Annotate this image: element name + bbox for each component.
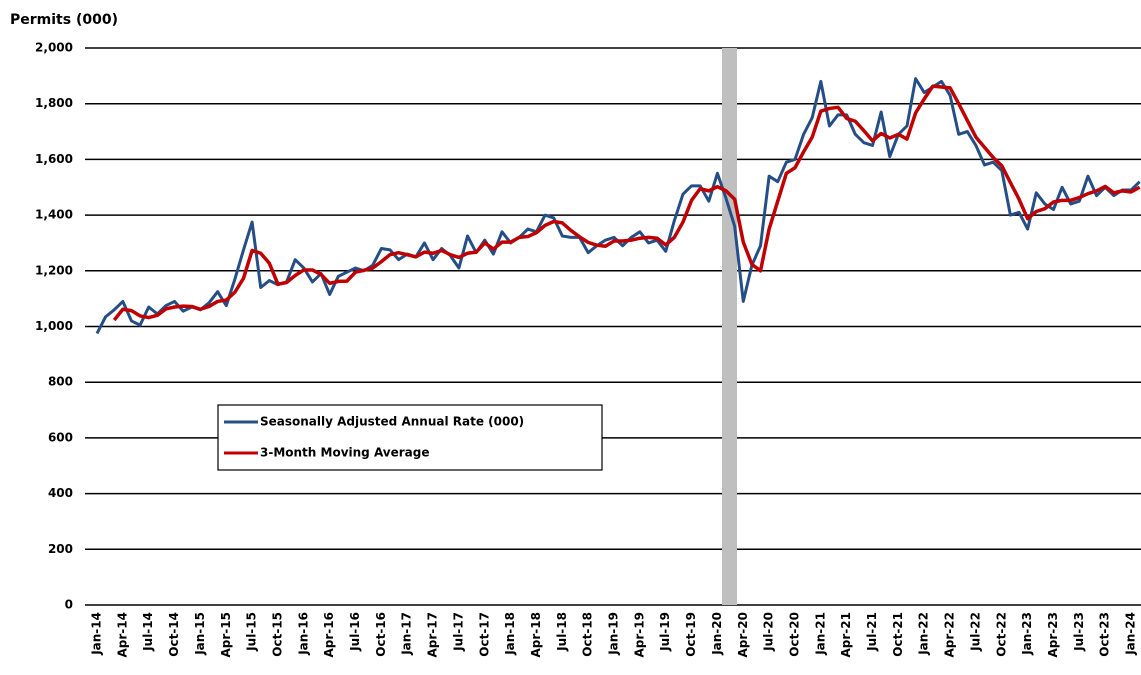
x-tick-label: Apr-20 bbox=[736, 612, 750, 657]
x-tick-label: Jan-22 bbox=[917, 612, 931, 656]
y-tick-label: 1,400 bbox=[35, 208, 73, 222]
x-tick-label: Oct-16 bbox=[374, 612, 388, 657]
x-tick-label: Jul-16 bbox=[348, 612, 362, 652]
x-tick-label: Jul-22 bbox=[968, 612, 982, 652]
x-tick-label: Jul-21 bbox=[865, 612, 879, 652]
x-tick-label: Apr-22 bbox=[943, 612, 957, 657]
x-tick-label: Jan-19 bbox=[607, 612, 621, 656]
x-tick-label: Apr-16 bbox=[322, 612, 336, 657]
y-tick-label: 400 bbox=[48, 486, 73, 500]
x-tick-label: Oct-20 bbox=[787, 612, 801, 657]
x-tick-label: Jul-14 bbox=[141, 612, 155, 652]
x-tick-label: Jan-15 bbox=[193, 612, 207, 656]
y-tick-label: 1,600 bbox=[35, 152, 73, 166]
recession-shading bbox=[722, 48, 737, 605]
x-tick-label: Jul-19 bbox=[658, 612, 672, 652]
legend-box bbox=[217, 404, 603, 471]
x-tick-label: Jul-17 bbox=[451, 612, 465, 652]
x-tick-label: Oct-19 bbox=[684, 612, 698, 657]
x-tick-label: Apr-19 bbox=[632, 612, 646, 657]
x-tick-label: Apr-18 bbox=[529, 612, 543, 657]
x-tick-label: Jul-20 bbox=[762, 612, 776, 652]
x-tick-label: Oct-22 bbox=[994, 612, 1008, 657]
x-tick-label: Jan-16 bbox=[296, 612, 310, 656]
data-line bbox=[112, 84, 1141, 322]
x-tick-label: Jan-24 bbox=[1124, 612, 1138, 656]
x-tick-label: Oct-18 bbox=[581, 612, 595, 657]
x-tick-label: Jan-20 bbox=[710, 612, 724, 656]
x-tick-label: Jan-17 bbox=[400, 612, 414, 656]
legend: Seasonally Adjusted Annual Rate (000) 3-M… bbox=[217, 404, 603, 471]
x-tick-label: Apr-17 bbox=[426, 612, 440, 657]
x-tick-label: Jul-23 bbox=[1072, 612, 1086, 652]
y-tick-label: 2,000 bbox=[35, 41, 73, 55]
x-tick-label: Jan-18 bbox=[503, 612, 517, 656]
x-tick-label: Jan-23 bbox=[1020, 612, 1034, 656]
y-tick-label: 600 bbox=[48, 430, 73, 444]
y-tick-label: 0 bbox=[65, 598, 73, 612]
x-tick-label: Oct-14 bbox=[167, 612, 181, 657]
chart-title: Permits (000) bbox=[10, 12, 118, 28]
y-tick-label: 200 bbox=[48, 542, 73, 556]
x-tick-label: Jul-15 bbox=[245, 612, 259, 652]
x-tick-label: Jan-21 bbox=[813, 612, 827, 656]
x-tick-label: Jul-18 bbox=[555, 612, 569, 652]
x-tick-label: Oct-17 bbox=[477, 612, 491, 657]
x-tick-label: Apr-23 bbox=[1046, 612, 1060, 657]
x-tick-label: Oct-23 bbox=[1098, 612, 1112, 657]
x-tick-label: Apr-14 bbox=[115, 612, 129, 657]
data-line bbox=[95, 77, 1141, 335]
legend-label: Seasonally Adjusted Annual Rate (000) bbox=[260, 415, 524, 429]
legend-label: 3-Month Moving Average bbox=[260, 446, 430, 460]
x-tick-label: Oct-15 bbox=[270, 612, 284, 657]
y-tick-label: 800 bbox=[48, 375, 73, 389]
y-tick-label: 1,800 bbox=[35, 96, 73, 110]
x-tick-label: Oct-21 bbox=[891, 612, 905, 657]
y-tick-label: 1,000 bbox=[35, 319, 73, 333]
x-tick-label: Apr-15 bbox=[219, 612, 233, 657]
y-tick-label: 1,200 bbox=[35, 263, 73, 277]
x-tick-label: Apr-21 bbox=[839, 612, 853, 657]
x-tick-label: Jan-14 bbox=[90, 612, 104, 656]
